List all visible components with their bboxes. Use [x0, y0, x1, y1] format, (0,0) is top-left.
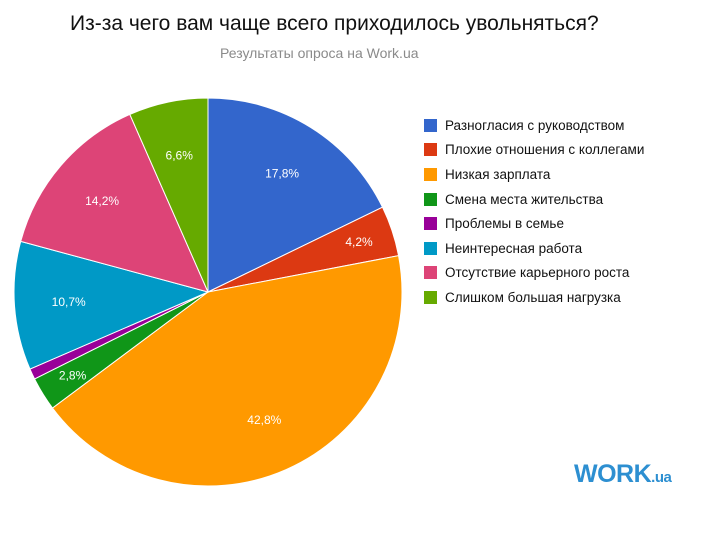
- legend-swatch: [424, 192, 437, 206]
- legend-item: Разногласия с руководством: [424, 113, 644, 138]
- legend-label: Проблемы в семье: [445, 216, 564, 232]
- legend-label: Отсутствие карьерного роста: [445, 265, 630, 281]
- chart-legend: Разногласия с руководством Плохие отношен…: [424, 113, 644, 310]
- slice-data-label: 17,8%: [265, 167, 299, 181]
- logo-suffix: .ua: [651, 469, 672, 486]
- legend-swatch: [424, 266, 437, 280]
- legend-label: Смена места жительства: [445, 191, 604, 207]
- legend-label: Разногласия с руководством: [445, 117, 625, 133]
- legend-item: Низкая зарплата: [424, 162, 644, 187]
- slice-data-label: 42,8%: [247, 413, 281, 427]
- legend-item: Смена места жительства: [424, 187, 644, 212]
- logo-main: WORK: [574, 460, 652, 488]
- legend-swatch: [424, 217, 437, 231]
- chart-title: Из-за чего вам чаще всего приходилось ув…: [70, 12, 599, 35]
- pie-slice: [129, 97, 209, 293]
- legend-label: Слишком большая нагрузка: [445, 289, 621, 305]
- legend-label: Плохие отношения с коллегами: [445, 142, 645, 158]
- slice-data-label: 4,2%: [345, 235, 373, 249]
- chart-subtitle: Результаты опроса на Work.ua: [220, 45, 419, 61]
- legend-item: Слишком большая нагрузка: [424, 285, 644, 310]
- pie-slice: [207, 97, 384, 293]
- pie-slice: [13, 240, 210, 370]
- legend-item: Неинтересная работа: [424, 236, 644, 261]
- legend-item: Плохие отношения с коллегами: [424, 138, 644, 163]
- legend-swatch: [424, 241, 437, 255]
- legend-swatch: [424, 167, 437, 181]
- legend-item: Отсутствие карьерного роста: [424, 261, 644, 286]
- work-ua-logo: WORK.ua: [574, 460, 672, 489]
- slice-data-label: 14,2%: [85, 194, 119, 208]
- legend-swatch: [424, 118, 437, 132]
- legend-swatch: [424, 143, 437, 157]
- slice-data-label: 6,6%: [166, 148, 194, 162]
- slice-data-label: 2,8%: [59, 369, 87, 383]
- legend-swatch: [424, 290, 437, 304]
- slice-data-label: 10,7%: [52, 295, 86, 309]
- pie-slice: [51, 255, 403, 487]
- pie-slice: [20, 113, 209, 293]
- legend-item: Проблемы в семье: [424, 211, 644, 236]
- legend-label: Низкая зарплата: [445, 166, 551, 182]
- legend-label: Неинтересная работа: [445, 240, 583, 256]
